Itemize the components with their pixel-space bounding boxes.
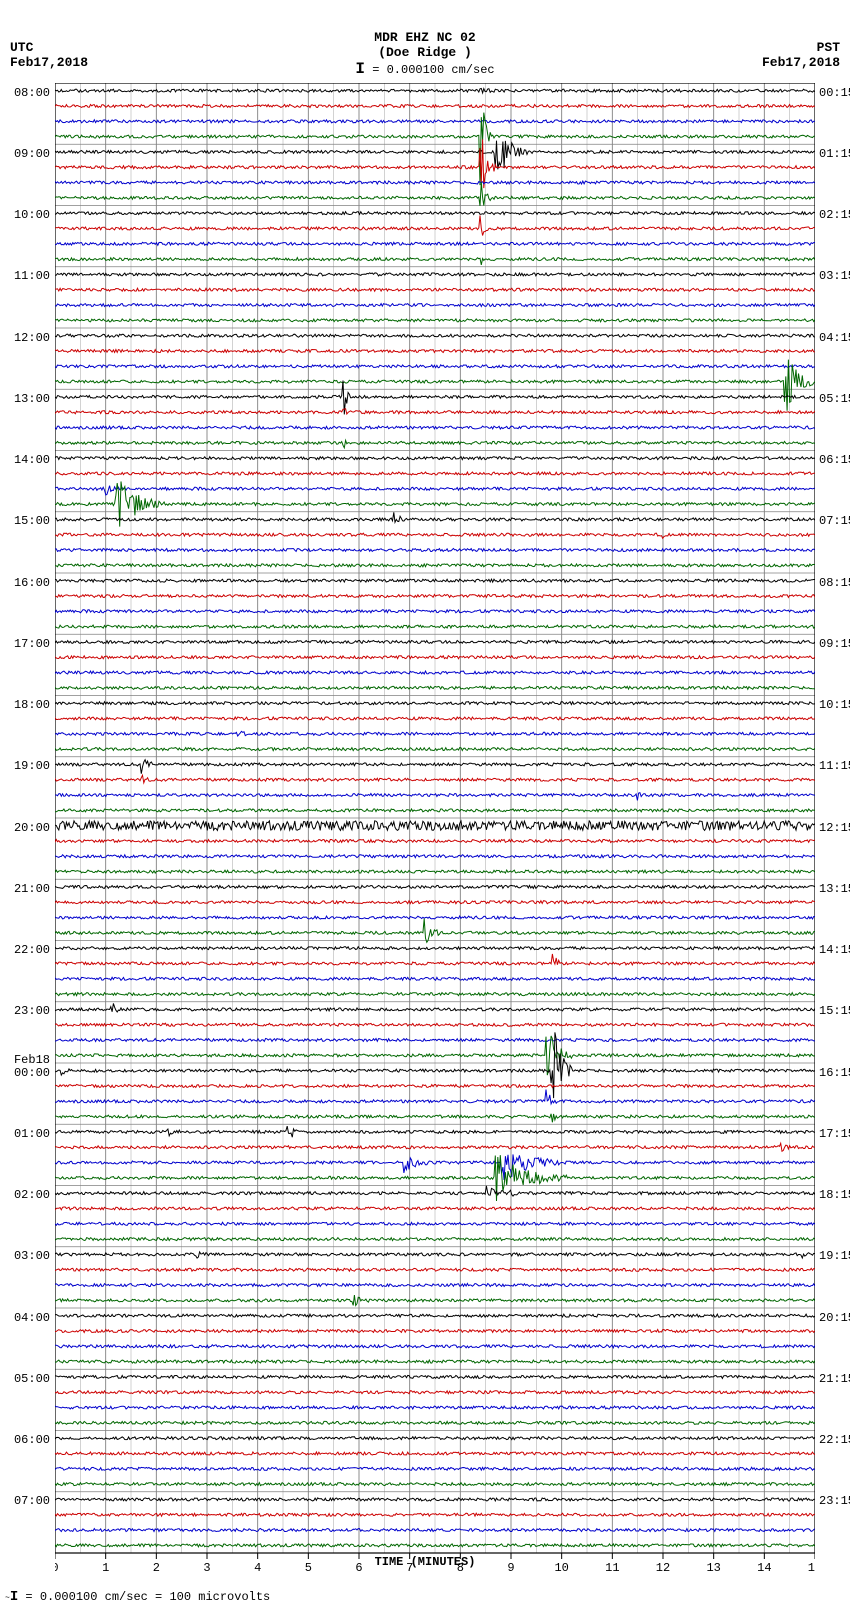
utc-hour-label: 13:00 [0,392,50,406]
pst-hour-label: 16:15 [819,1066,850,1080]
pst-hour-label: 19:15 [819,1249,850,1263]
plot-area: 0123456789101112131415 [55,83,815,1553]
x-axis: 0123456789101112131415 [55,1553,815,1575]
pst-hour-label: 00:15 [819,86,850,100]
utc-hour-label: 14:00 [0,453,50,467]
seismogram-container: UTC Feb17,2018 PST Feb17,2018 MDR EHZ NC… [0,0,850,1610]
pst-hour-label: 06:15 [819,453,850,467]
pst-hour-label: 04:15 [819,331,850,345]
utc-hour-label: 04:00 [0,1311,50,1325]
left-tz-label: UTC [10,40,33,55]
left-date-label: Feb17,2018 [10,55,88,70]
pst-hour-label: 02:15 [819,208,850,222]
svg-text:1: 1 [102,1561,109,1575]
utc-hour-label: 20:00 [0,821,50,835]
pst-hour-label: 23:15 [819,1494,850,1508]
utc-hour-label: 16:00 [0,576,50,590]
svg-text:2: 2 [153,1561,160,1575]
svg-text:7: 7 [406,1561,413,1575]
utc-hour-label: 03:00 [0,1249,50,1263]
svg-text:8: 8 [457,1561,464,1575]
utc-hour-label: 11:00 [0,269,50,283]
utc-hour-label: 23:00 [0,1004,50,1018]
footer-text: = 0.000100 cm/sec = 100 microvolts [25,1590,270,1604]
pst-hour-label: 22:15 [819,1433,850,1447]
utc-hour-label: 10:00 [0,208,50,222]
svg-text:10: 10 [554,1561,568,1575]
svg-text:3: 3 [203,1561,210,1575]
utc-hour-label: 07:00 [0,1494,50,1508]
svg-text:11: 11 [605,1561,619,1575]
trace [55,181,815,184]
utc-hour-label: 17:00 [0,637,50,651]
right-tz-label: PST [817,40,840,55]
pst-hour-label: 07:15 [819,514,850,528]
svg-text:9: 9 [507,1561,514,1575]
chart-title: MDR EHZ NC 02 (Doe Ridge ) [0,0,850,60]
trace [55,1483,815,1486]
svg-text:6: 6 [355,1561,362,1575]
right-date-label: Feb17,2018 [762,55,840,70]
utc-hour-label: 05:00 [0,1372,50,1386]
pst-hour-label: 10:15 [819,698,850,712]
utc-hour-label: 22:00 [0,943,50,957]
pst-hour-label: 05:15 [819,392,850,406]
utc-hour-label: 01:00 [0,1127,50,1141]
pst-hour-label: 13:15 [819,882,850,896]
pst-hour-label: 09:15 [819,637,850,651]
utc-hour-label: 00:00 [0,1066,50,1080]
svg-text:0: 0 [55,1561,59,1575]
utc-hour-label: 15:00 [0,514,50,528]
svg-text:13: 13 [706,1561,720,1575]
pst-hour-label: 11:15 [819,759,850,773]
utc-hour-label: 12:00 [0,331,50,345]
pst-hour-label: 14:15 [819,943,850,957]
utc-hour-label: 08:00 [0,86,50,100]
utc-hour-label: 18:00 [0,698,50,712]
scale-text: = 0.000100 cm/sec [372,63,494,77]
pst-hour-label: 08:15 [819,576,850,590]
svg-text:14: 14 [757,1561,771,1575]
pst-hour-label: 01:15 [819,147,850,161]
title-line-2: (Doe Ridge ) [0,45,850,60]
svg-text:5: 5 [305,1561,312,1575]
grid [55,83,815,1553]
utc-hour-label: 21:00 [0,882,50,896]
left-date2-label: Feb18 [0,1053,50,1067]
seismogram-svg: 0123456789101112131415 [55,83,815,1578]
utc-hour-label: 02:00 [0,1188,50,1202]
pst-hour-label: 12:15 [819,821,850,835]
pst-hour-label: 17:15 [819,1127,850,1141]
pst-hour-label: 18:15 [819,1188,850,1202]
scale-bar: I = 0.000100 cm/sec [0,60,850,83]
utc-hour-label: 19:00 [0,759,50,773]
pst-hour-label: 21:15 [819,1372,850,1386]
utc-hour-label: 06:00 [0,1433,50,1447]
svg-text:4: 4 [254,1561,261,1575]
svg-text:15: 15 [808,1561,815,1575]
pst-hour-label: 20:15 [819,1311,850,1325]
title-line-1: MDR EHZ NC 02 [0,30,850,45]
utc-hour-label: 09:00 [0,147,50,161]
pst-hour-label: 03:15 [819,269,850,283]
svg-text:12: 12 [656,1561,670,1575]
pst-hour-label: 15:15 [819,1004,850,1018]
